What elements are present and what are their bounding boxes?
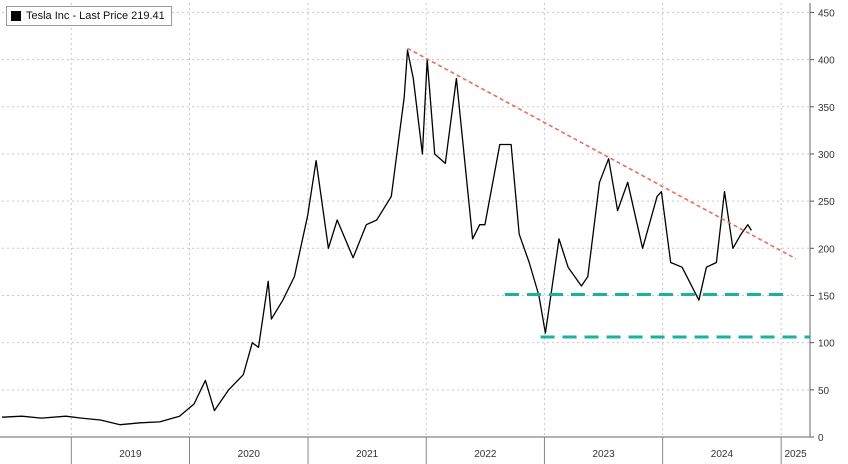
y-tick-label: 350 [818,103,835,114]
y-tick-label: 0 [818,433,824,444]
y-tick-label: 400 [818,56,835,67]
x-tick-label: 2024 [711,449,734,460]
resistance-trendline [407,47,797,260]
x-tick-label: 2021 [356,449,379,460]
y-tick-label: 100 [818,339,835,350]
legend-label: Tesla Inc - Last Price 219.41 [26,10,165,22]
x-tick-label: 2025 [784,449,807,460]
x-tick-label: 2022 [474,449,497,460]
legend-swatch [11,11,21,21]
y-tick-label: 450 [818,8,835,19]
x-tick-label: 2020 [238,449,261,460]
y-tick-label: 150 [818,291,835,302]
y-tick-label: 200 [818,244,835,255]
x-tick-label: 2023 [592,449,615,460]
x-tick-label: 2019 [119,449,142,460]
y-tick-label: 50 [818,386,830,397]
y-tick-label: 300 [818,150,835,161]
y-tick-label: 250 [818,197,835,208]
legend: Tesla Inc - Last Price 219.41 [6,6,172,26]
